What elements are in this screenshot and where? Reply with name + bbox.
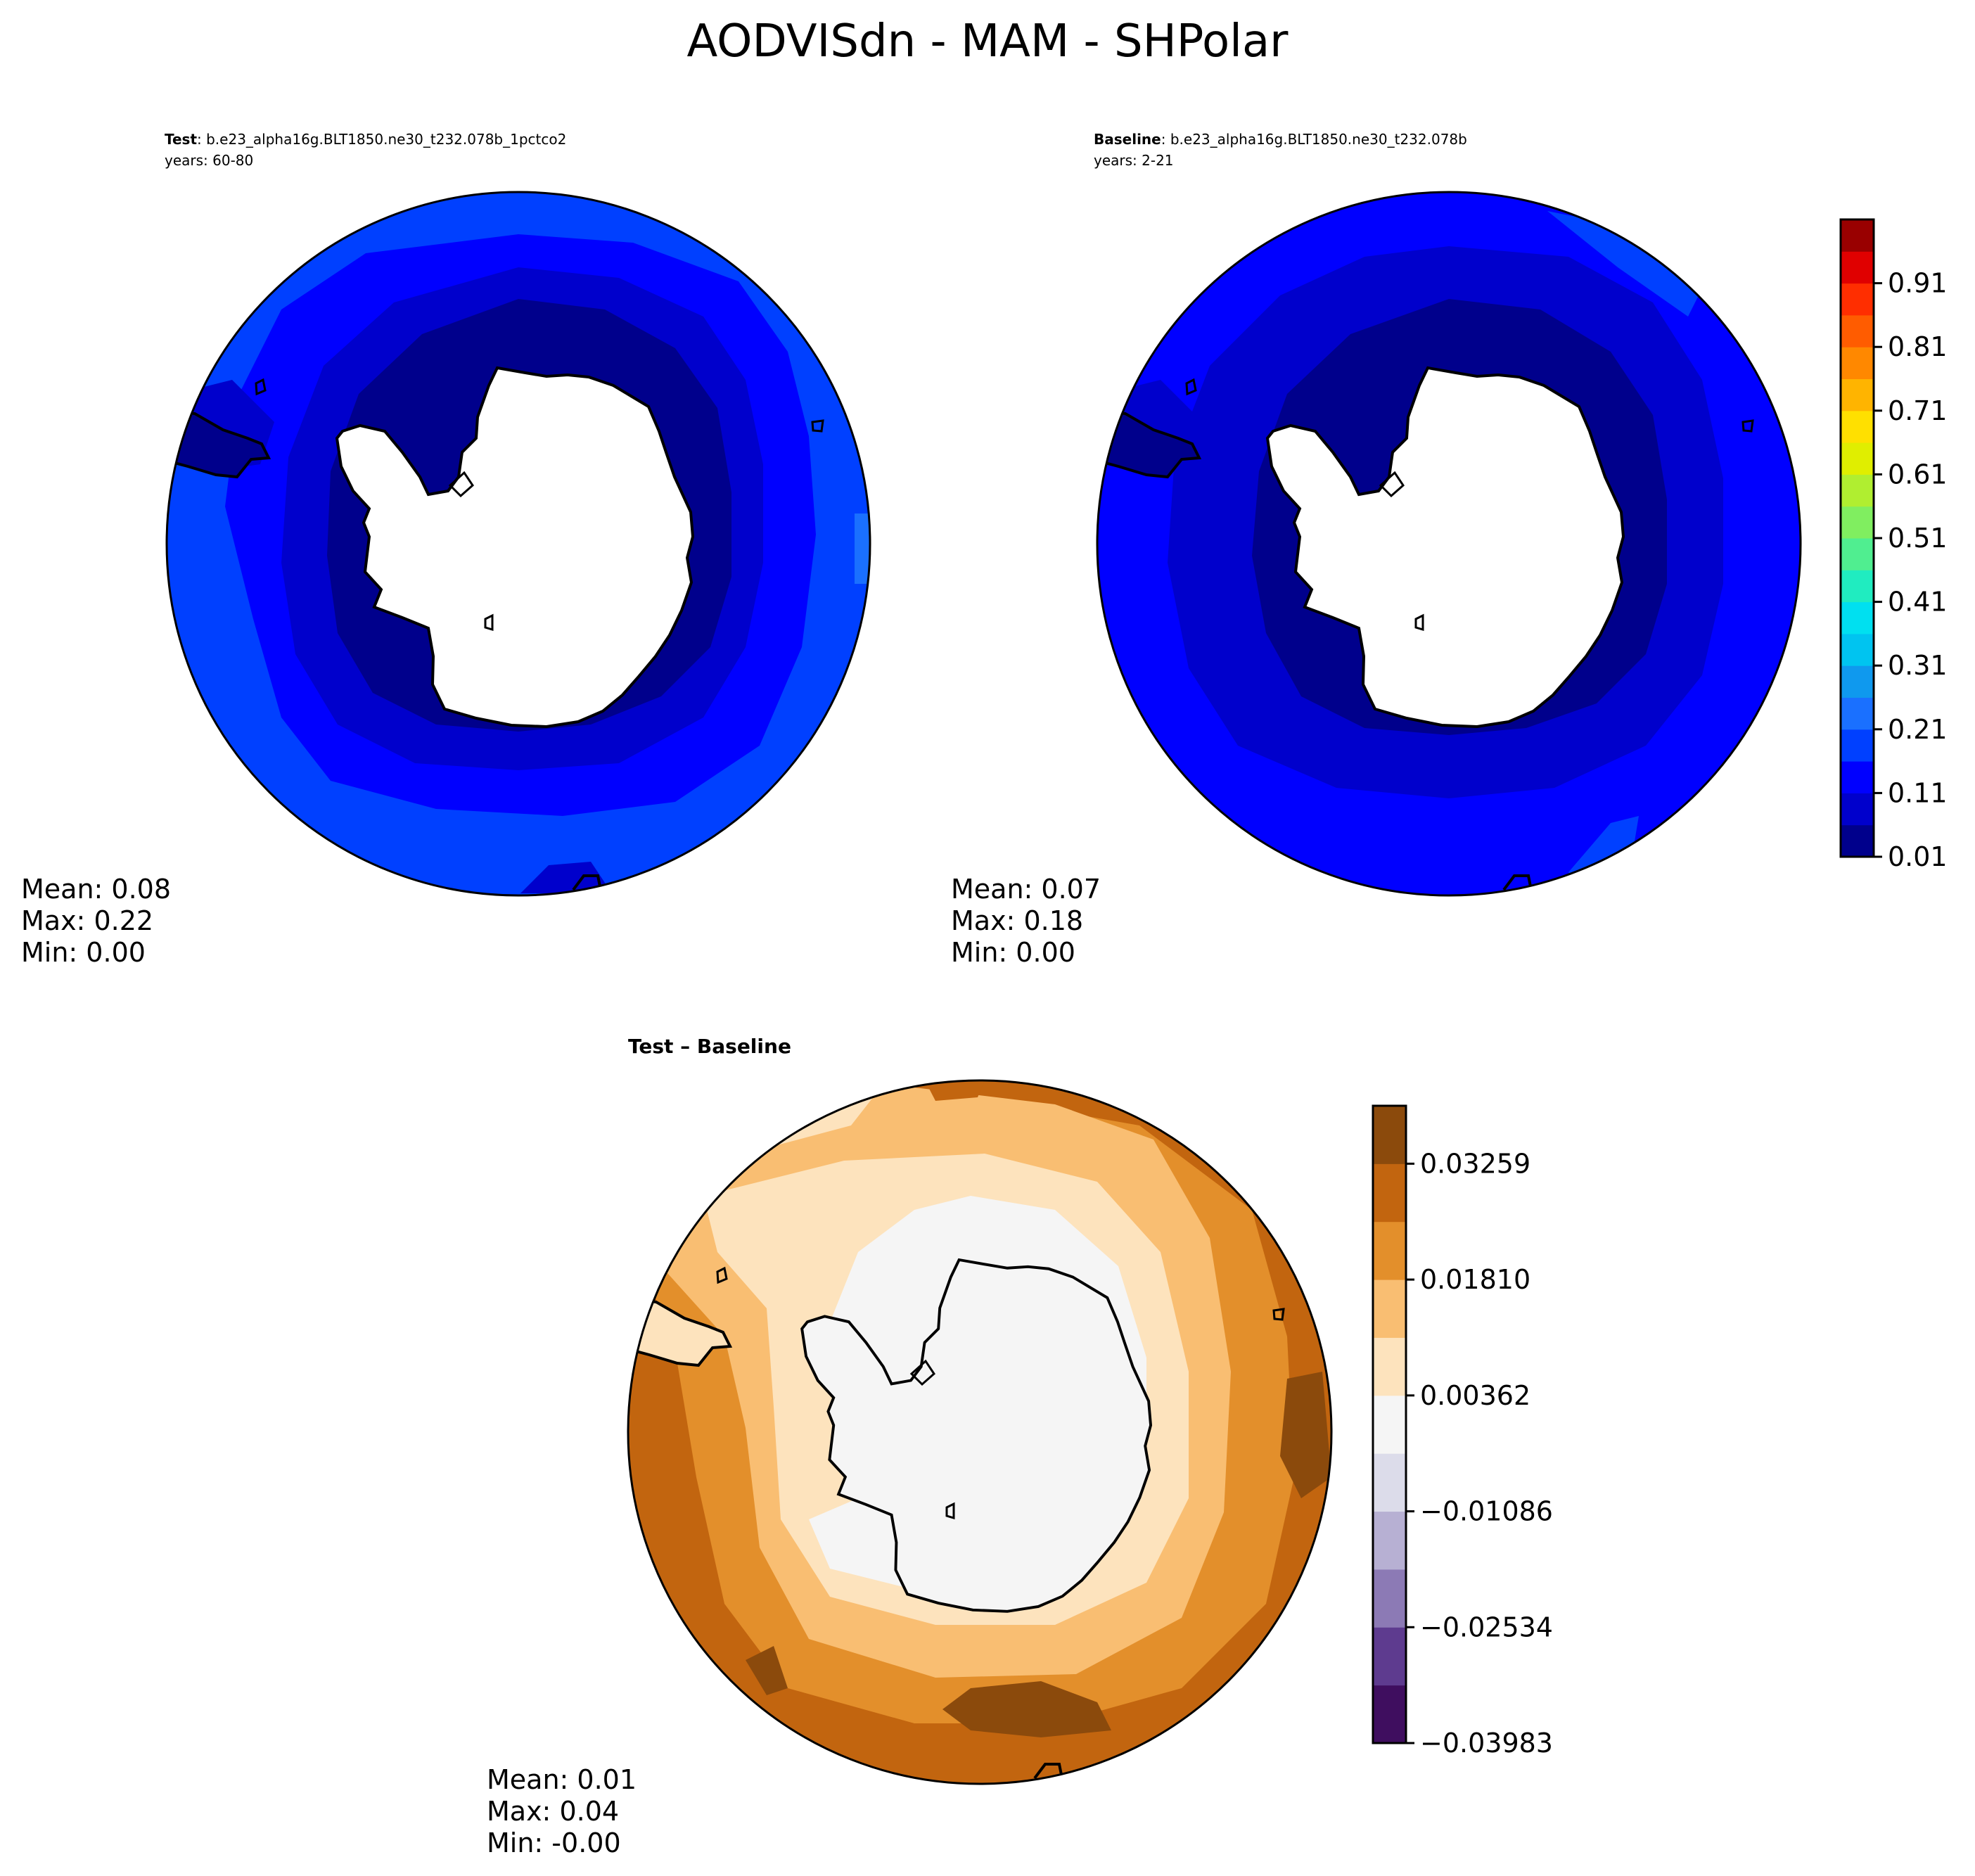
- baseline-label: Baseline: [1094, 131, 1161, 148]
- diff-colorbar-color-6: [1373, 1337, 1406, 1396]
- main-colorbar-tick-label: 0.71: [1888, 395, 1948, 426]
- main-colorbar: 0.01 0.11 0.21 0.31 0.41 0.51 0.61 0.71 0.81 0.91: [1839, 218, 1948, 872]
- diff-colorbar-color-3: [1373, 1511, 1406, 1570]
- test-label: Test: [165, 131, 197, 148]
- main-colorbar-color-18: [1841, 251, 1874, 284]
- main-colorbar-tick-label: 0.11: [1888, 777, 1948, 808]
- main-colorbar-color-9: [1841, 538, 1874, 570]
- main-colorbar-color-5: [1841, 665, 1874, 698]
- main-colorbar-color-17: [1841, 283, 1874, 316]
- baseline-max: Max: 0.18: [951, 905, 1083, 936]
- diff-mean: Mean: 0.01: [487, 1764, 637, 1795]
- main-colorbar-color-14: [1841, 378, 1874, 411]
- svg-text:Baseline: b.e23_alpha16g.BLT18: Baseline: b.e23_alpha16g.BLT1850.ne30_t2…: [1094, 131, 1467, 148]
- main-colorbar-color-12: [1841, 442, 1874, 475]
- main-colorbar-color-13: [1841, 410, 1874, 443]
- diff-min: Min: -0.00: [487, 1827, 621, 1858]
- diff-colorbar-tick-label: −0.02534: [1420, 1612, 1553, 1642]
- test-min: Min: 0.00: [21, 937, 146, 968]
- diff-colorbar-color-8: [1373, 1221, 1406, 1280]
- main-colorbar-color-8: [1841, 570, 1874, 603]
- diff-panel: Test – Baseline Mean: 0.01 Max: 0.04 Min…: [487, 1035, 1333, 1858]
- main-colorbar-tick-label: 0.21: [1888, 714, 1948, 745]
- test-panel: Test: b.e23_alpha16g.BLT1850.ne30_t232.0…: [21, 131, 871, 968]
- diff-colorbar-tick-label: −0.01086: [1420, 1496, 1553, 1527]
- test-case: : b.e23_alpha16g.BLT1850.ne30_t232.078b_…: [197, 131, 566, 148]
- diff-colorbar-color-5: [1373, 1395, 1406, 1454]
- main-colorbar-tick-label: 0.31: [1888, 650, 1948, 681]
- main-colorbar-tick-label: 0.61: [1888, 459, 1948, 490]
- test-mean: Mean: 0.08: [21, 874, 171, 905]
- diff-colorbar-frame: [1372, 1104, 1407, 1744]
- diff-colorbar-color-10: [1373, 1106, 1406, 1164]
- diff-colorbar-color-7: [1373, 1280, 1406, 1338]
- diff-colorbar-color-0: [1373, 1685, 1406, 1744]
- test-years: years: 60-80: [165, 152, 253, 169]
- main-colorbar-color-7: [1841, 601, 1874, 634]
- diff-colorbar-tick-label: 0.00362: [1420, 1380, 1530, 1411]
- baseline-min: Min: 0.00: [951, 937, 1075, 968]
- baseline-mean: Mean: 0.07: [951, 874, 1101, 905]
- baseline-map: [1097, 192, 1801, 895]
- main-colorbar-color-4: [1841, 697, 1874, 730]
- diff-map: [628, 1080, 1331, 1784]
- main-colorbar-color-2: [1841, 761, 1874, 793]
- diff-title: Test – Baseline: [628, 1035, 791, 1058]
- diff-colorbar-color-1: [1373, 1627, 1406, 1686]
- main-colorbar-color-1: [1841, 793, 1874, 826]
- main-colorbar-color-19: [1841, 219, 1874, 252]
- diff-colorbar-color-9: [1373, 1163, 1406, 1223]
- diff-colorbar-color-2: [1373, 1569, 1406, 1628]
- main-colorbar-color-11: [1841, 474, 1874, 507]
- main-colorbar-color-6: [1841, 633, 1874, 666]
- diff-colorbar: −0.03983 −0.02534 −0.01086 0.00362 0.01810 0.…: [1372, 1104, 1553, 1759]
- main-colorbar-tick-label: 0.41: [1888, 587, 1948, 618]
- main-colorbar-color-0: [1841, 824, 1874, 857]
- test-map: [167, 192, 870, 895]
- main-colorbar-tick-label: 0.51: [1888, 523, 1948, 554]
- baseline-case: : b.e23_alpha16g.BLT1850.ne30_t232.078b: [1161, 131, 1467, 148]
- svg-text:Test: b.e23_alpha16g.BLT1850.n: Test: b.e23_alpha16g.BLT1850.ne30_t232.0…: [165, 131, 566, 148]
- main-colorbar-color-3: [1841, 729, 1874, 762]
- figure-title: AODVISdn - MAM - SHPolar: [687, 15, 1289, 68]
- diff-colorbar-color-4: [1373, 1453, 1406, 1512]
- diff-colorbar-tick-label: −0.03983: [1420, 1728, 1553, 1759]
- diff-max: Max: 0.04: [487, 1796, 619, 1827]
- diff-colorbar-tick-label: 0.03259: [1420, 1148, 1530, 1179]
- main-colorbar-color-16: [1841, 314, 1874, 347]
- main-colorbar-tick-label: 0.91: [1888, 268, 1948, 299]
- baseline-panel: Baseline: b.e23_alpha16g.BLT1850.ne30_t2…: [951, 131, 1802, 968]
- baseline-years: years: 2-21: [1094, 152, 1174, 169]
- main-colorbar-tick-label: 0.01: [1888, 841, 1948, 872]
- main-colorbar-color-10: [1841, 506, 1874, 539]
- diff-colorbar-tick-label: 0.01810: [1420, 1264, 1530, 1295]
- main-colorbar-color-15: [1841, 347, 1874, 379]
- main-colorbar-tick-label: 0.81: [1888, 331, 1948, 362]
- test-max: Max: 0.22: [21, 905, 153, 936]
